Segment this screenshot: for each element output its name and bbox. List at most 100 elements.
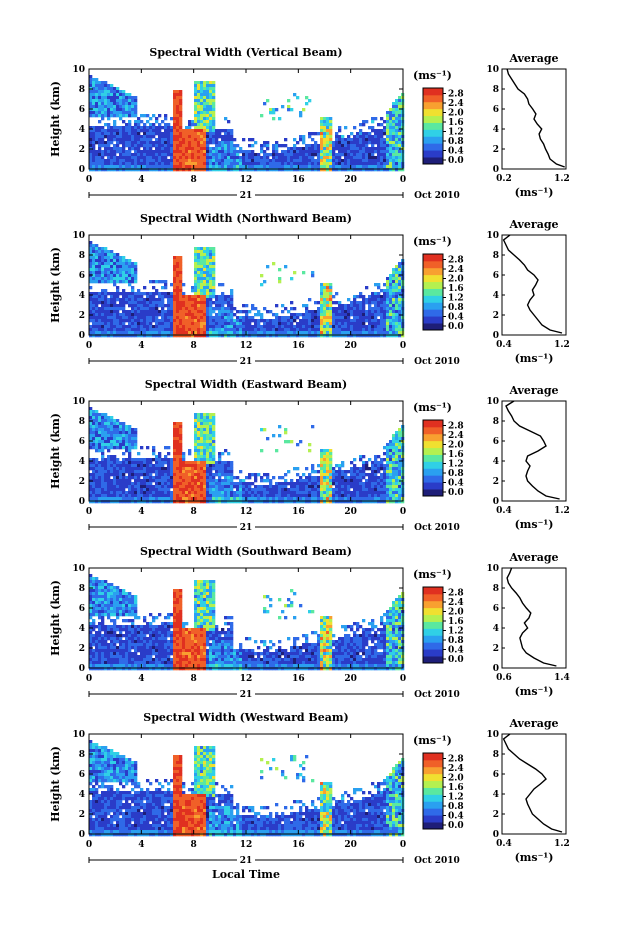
- heatmap-cell: [209, 120, 213, 124]
- x-tick-label: 12: [240, 341, 253, 351]
- heatmap-cell: [203, 431, 207, 435]
- heatmap-cell: [272, 322, 276, 326]
- heatmap-cell: [365, 310, 369, 314]
- heatmap-cell: [116, 93, 120, 97]
- heatmap-cell: [173, 449, 177, 453]
- heatmap-cell: [119, 298, 123, 302]
- heatmap-cell: [320, 295, 324, 299]
- heatmap-cell: [326, 307, 330, 311]
- heatmap-cell: [314, 319, 318, 323]
- heatmap-cell: [311, 425, 315, 429]
- heatmap-cell: [224, 470, 228, 474]
- heatmap-cell: [209, 298, 213, 302]
- heatmap-cell: [152, 295, 156, 299]
- heatmap-cell: [137, 120, 141, 124]
- heatmap-cell: [218, 331, 222, 335]
- heatmap-cell: [227, 307, 231, 311]
- heatmap-cell: [176, 159, 180, 163]
- heatmap-cell: [128, 425, 132, 429]
- heatmap-cell: [260, 500, 264, 504]
- heatmap-cell: [116, 446, 120, 450]
- heatmap-cell: [290, 150, 294, 154]
- heatmap-cell: [233, 319, 237, 323]
- heatmap-cell: [227, 328, 231, 332]
- heatmap-cell: [233, 328, 237, 332]
- heatmap-cell: [122, 485, 126, 489]
- heatmap-cell: [92, 129, 96, 133]
- heatmap-cell: [323, 482, 327, 486]
- heatmap-cell: [149, 458, 153, 462]
- heatmap-cell: [275, 497, 279, 501]
- heatmap-cell: [299, 135, 303, 139]
- heatmap-cell: [266, 265, 270, 269]
- heatmap-cell: [161, 153, 165, 157]
- heatmap-cell: [356, 310, 360, 314]
- heatmap-cell: [146, 461, 150, 465]
- heatmap-cell: [326, 147, 330, 151]
- heatmap-cell: [206, 422, 210, 426]
- heatmap-cell: [203, 256, 207, 260]
- heatmap-cell: [149, 479, 153, 483]
- heatmap-cell: [212, 247, 216, 251]
- heatmap-cell: [197, 425, 201, 429]
- heatmap-cell: [194, 111, 198, 115]
- heatmap-cell: [374, 307, 378, 311]
- heatmap-cell: [317, 147, 321, 151]
- heatmap-cell: [215, 313, 219, 317]
- heatmap-cell: [107, 165, 111, 169]
- heatmap-cell: [125, 114, 129, 118]
- heatmap-cell: [122, 168, 126, 172]
- heatmap-cell: [320, 144, 324, 148]
- heatmap-cell: [293, 313, 297, 317]
- heatmap-cell: [236, 322, 240, 326]
- heatmap-cell: [320, 150, 324, 154]
- heatmap-cell: [182, 168, 186, 172]
- heatmap-cell: [377, 123, 381, 127]
- heatmap-cell: [272, 319, 276, 323]
- heatmap-cell: [95, 425, 99, 429]
- x-tick-label: 8: [191, 175, 197, 185]
- heatmap-cell: [152, 449, 156, 453]
- heatmap-cell: [377, 147, 381, 151]
- heatmap-cell: [98, 319, 102, 323]
- heatmap-cell: [131, 262, 135, 266]
- heatmap-cell: [95, 331, 99, 335]
- heatmap-cell: [182, 464, 186, 468]
- heatmap-cell: [155, 156, 159, 160]
- heatmap-cell: [173, 268, 177, 272]
- heatmap-cell: [206, 126, 210, 130]
- heatmap-cell: [209, 316, 213, 320]
- heatmap-cell: [149, 280, 153, 284]
- heatmap-cell: [311, 159, 315, 163]
- heatmap-cell: [350, 150, 354, 154]
- heatmap-cell: [173, 304, 177, 308]
- heatmap-cell: [305, 500, 309, 504]
- heatmap-cell: [164, 446, 168, 450]
- heatmap-cell: [116, 458, 120, 462]
- heatmap-cell: [200, 461, 204, 465]
- heatmap-cell: [398, 165, 402, 169]
- x-tick-label: 0: [86, 341, 92, 351]
- x-tick-label: 20: [344, 175, 357, 185]
- y-tick-label: 2: [79, 145, 85, 155]
- heatmap-cell: [92, 168, 96, 172]
- heatmap-cell: [95, 277, 99, 281]
- heatmap-cell: [92, 325, 96, 329]
- heatmap-cell: [155, 497, 159, 501]
- heatmap-cell: [194, 464, 198, 468]
- heatmap-cell: [353, 156, 357, 160]
- heatmap-cell: [347, 153, 351, 157]
- heatmap-cell: [290, 500, 294, 504]
- heatmap-cell: [230, 292, 234, 296]
- heatmap-cell: [155, 328, 159, 332]
- heatmap-cell: [212, 256, 216, 260]
- heatmap-cell: [197, 277, 201, 281]
- heatmap-cell: [329, 298, 333, 302]
- heatmap-cell: [395, 334, 399, 338]
- heatmap-cell: [314, 141, 318, 145]
- heatmap-cell: [152, 168, 156, 172]
- heatmap-cell: [260, 168, 264, 172]
- heatmap-cell: [137, 482, 141, 486]
- heatmap-cell: [317, 328, 321, 332]
- heatmap-cell: [194, 491, 198, 495]
